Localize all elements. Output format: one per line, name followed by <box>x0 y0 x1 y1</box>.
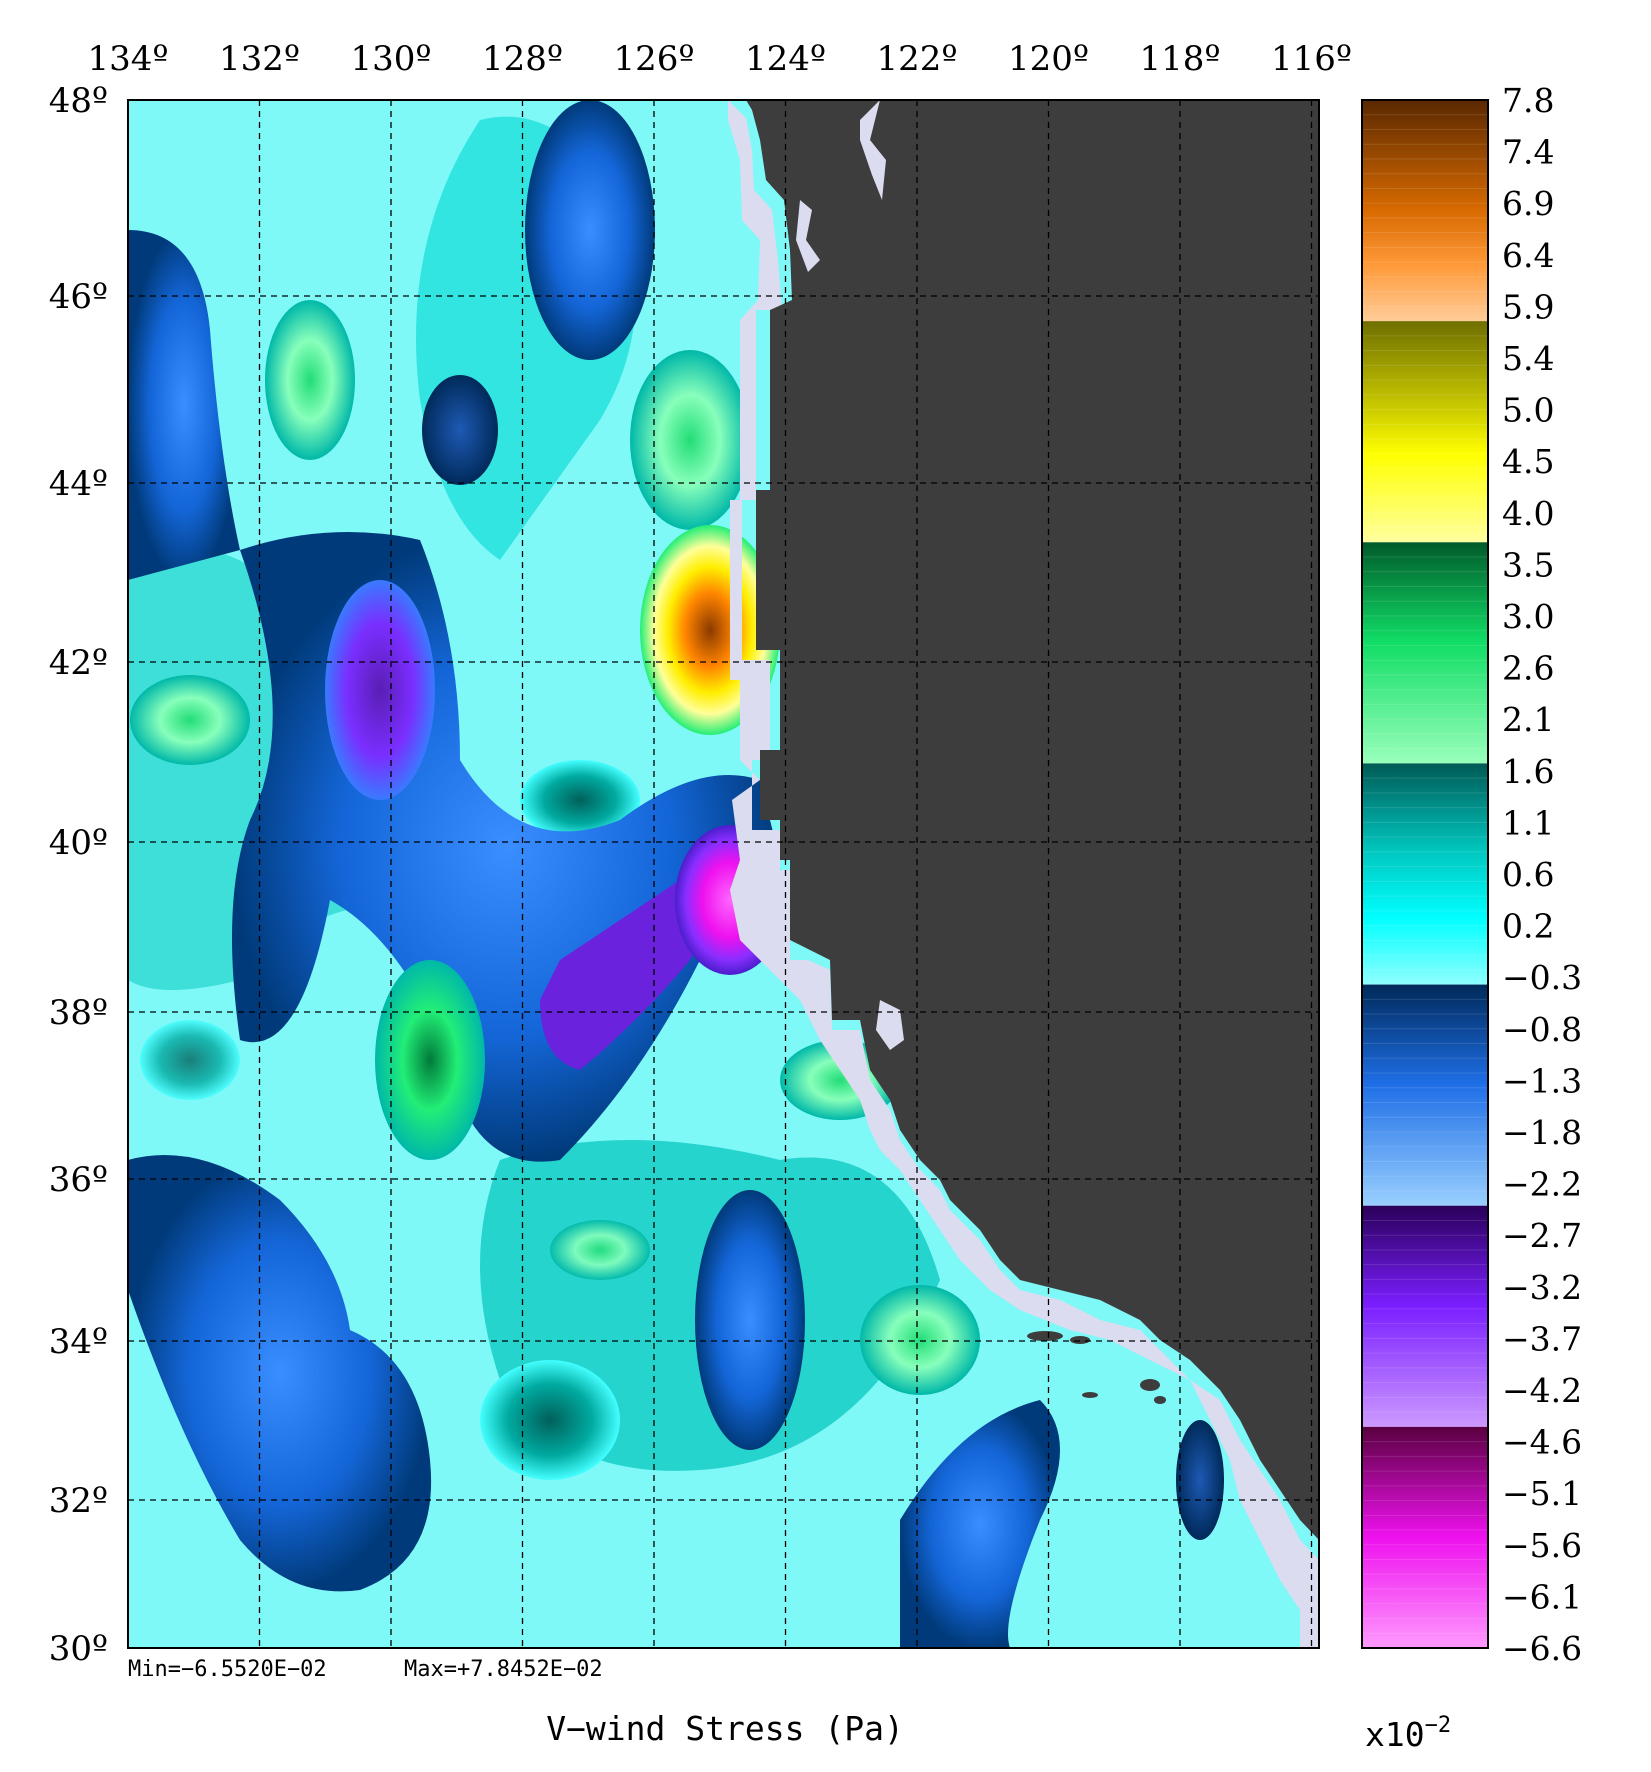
max-value-label: Max=+7.8452E−02 <box>404 1657 603 1682</box>
colorbar-segment <box>1362 763 1488 985</box>
colorbar-tick-label: 7.4 <box>1502 133 1554 172</box>
lat-lon-grid <box>128 100 1319 1648</box>
colorbar-tick-label: 0.6 <box>1502 855 1554 894</box>
green-blob-northwest <box>265 300 355 460</box>
longitude-tick-label: 124º <box>745 39 826 79</box>
teal-blob-mid <box>520 760 640 840</box>
colorbar-tick-label: −5.1 <box>1502 1474 1582 1513</box>
colorbar-tick-label: 5.4 <box>1502 339 1554 378</box>
longitude-tick-label: 132º <box>219 39 300 79</box>
colorbar-labels: 7.8 7.4 6.9 6.4 5.9 5.4 5.0 4.5 4.0 3.5 3.0 2.6 2.1 1… <box>1502 81 1582 1668</box>
scale-factor-label: x10−2 <box>1365 1713 1451 1754</box>
colorbar-tick-label: 6.9 <box>1502 184 1554 223</box>
blue-region-north <box>525 100 655 360</box>
colorbar <box>1361 99 1489 1649</box>
colorbar-tick-label: −0.3 <box>1502 958 1582 997</box>
coast-mask <box>728 100 1319 1648</box>
land-mass <box>746 100 1319 1540</box>
colorbar-segment <box>1362 100 1488 322</box>
green-blob-central <box>375 960 485 1160</box>
min-value-label: Min=−6.5520E−02 <box>128 1657 327 1682</box>
longitude-tick-label: 122º <box>877 39 958 79</box>
latitude-tick-label: 48º <box>49 81 108 121</box>
colorbar-tick-label: 1.6 <box>1502 752 1554 791</box>
green-blob-north-central <box>630 350 750 530</box>
colorbar-tick-label: 2.6 <box>1502 649 1554 688</box>
colorbar-tick-label: −4.2 <box>1502 1371 1582 1410</box>
colorbar-tick-label: −3.2 <box>1502 1268 1582 1307</box>
longitude-tick-label: 134º <box>88 39 169 79</box>
colorbar-segment <box>1362 1205 1488 1427</box>
colorbar-tick-label: 3.0 <box>1502 597 1554 636</box>
green-blob-west <box>130 675 250 765</box>
colorbar-tick-label: 5.0 <box>1502 391 1554 430</box>
plot-frame <box>127 99 1320 1649</box>
colorbar-tick-label: 2.1 <box>1502 700 1554 739</box>
longitude-tick-label: 128º <box>482 39 563 79</box>
colorbar-segment <box>1362 1426 1488 1648</box>
green-blob-southeast <box>860 1285 980 1395</box>
colorbar-tick-label: 3.5 <box>1502 545 1554 584</box>
blue-blob-south-central <box>695 1190 805 1450</box>
deepblue-blob <box>422 375 498 485</box>
purple-blob-west <box>325 580 435 800</box>
longitude-tick-label: 120º <box>1008 39 1089 79</box>
latitude-tick-label: 34º <box>49 1322 108 1362</box>
colorbar-tick-label: −1.8 <box>1502 1113 1582 1152</box>
colorbar-tick-label: 5.9 <box>1502 287 1554 326</box>
blue-region-southeast <box>900 1400 1060 1648</box>
colorbar-tick-label: −2.7 <box>1502 1216 1582 1255</box>
channel-islands <box>1027 1331 1166 1404</box>
map-field <box>128 100 1319 1648</box>
purple-region-central <box>540 880 703 1070</box>
colorbar-tick-label: −3.7 <box>1502 1319 1582 1358</box>
colorbar-tick-label: −2.2 <box>1502 1165 1582 1204</box>
latitude-tick-label: 38º <box>49 993 108 1033</box>
latitude-tick-label: 40º <box>49 823 108 863</box>
colorbar-tick-label: −4.6 <box>1502 1423 1582 1462</box>
blue-region-northwest <box>128 230 240 580</box>
colorbar-tick-label: 0.2 <box>1502 907 1554 946</box>
latitude-tick-label: 32º <box>49 1481 108 1521</box>
colorbar-tick-label: −0.8 <box>1502 1010 1582 1049</box>
colorbar-tick-label: −6.1 <box>1502 1577 1582 1616</box>
longitude-ticks: 134º 132º 130º 128º 126º 124º 122º 120º 118º 116º <box>88 39 1352 79</box>
longitude-tick-label: 126º <box>614 39 695 79</box>
teal-blob-south <box>480 1360 620 1480</box>
colorbar-segment <box>1362 321 1488 543</box>
colorbar-segment <box>1362 542 1488 764</box>
deepblue-blob-southeast <box>1176 1420 1224 1540</box>
colorbar-tick-label: 7.8 <box>1502 81 1554 120</box>
columbia-river <box>796 200 820 272</box>
latitude-tick-label: 44º <box>49 464 108 504</box>
colorbar-tick-label: −1.3 <box>1502 1061 1582 1100</box>
latitude-tick-label: 30º <box>49 1629 108 1669</box>
map-title: V−wind Stress (Pa) <box>546 1709 904 1748</box>
puget-sound <box>860 100 886 200</box>
colorbar-segment <box>1362 984 1488 1206</box>
longitude-tick-label: 118º <box>1140 39 1221 79</box>
colorbar-tick-label: 4.0 <box>1502 494 1554 533</box>
latitude-tick-label: 46º <box>49 277 108 317</box>
colorbar-tick-label: −5.6 <box>1502 1526 1582 1565</box>
colorbar-frame <box>1361 99 1489 1649</box>
colorbar-tick-label: 6.4 <box>1502 236 1554 275</box>
colorbar-tick-label: 1.1 <box>1502 803 1554 842</box>
colorbar-tick-label: 4.5 <box>1502 442 1554 481</box>
sf-bay <box>876 1000 904 1050</box>
longitude-tick-label: 116º <box>1271 39 1352 79</box>
green-blob-south <box>550 1220 650 1280</box>
latitude-tick-label: 36º <box>49 1160 108 1200</box>
longitude-tick-label: 130º <box>351 39 432 79</box>
latitude-ticks: 48º 46º 44º 42º 40º 38º 36º 34º 32º 30º <box>49 81 108 1669</box>
latitude-tick-label: 42º <box>49 643 108 683</box>
blue-region-southwest <box>128 1155 432 1592</box>
colorbar-tick-label: −6.6 <box>1502 1629 1582 1668</box>
teal-blob-west <box>140 1020 240 1100</box>
